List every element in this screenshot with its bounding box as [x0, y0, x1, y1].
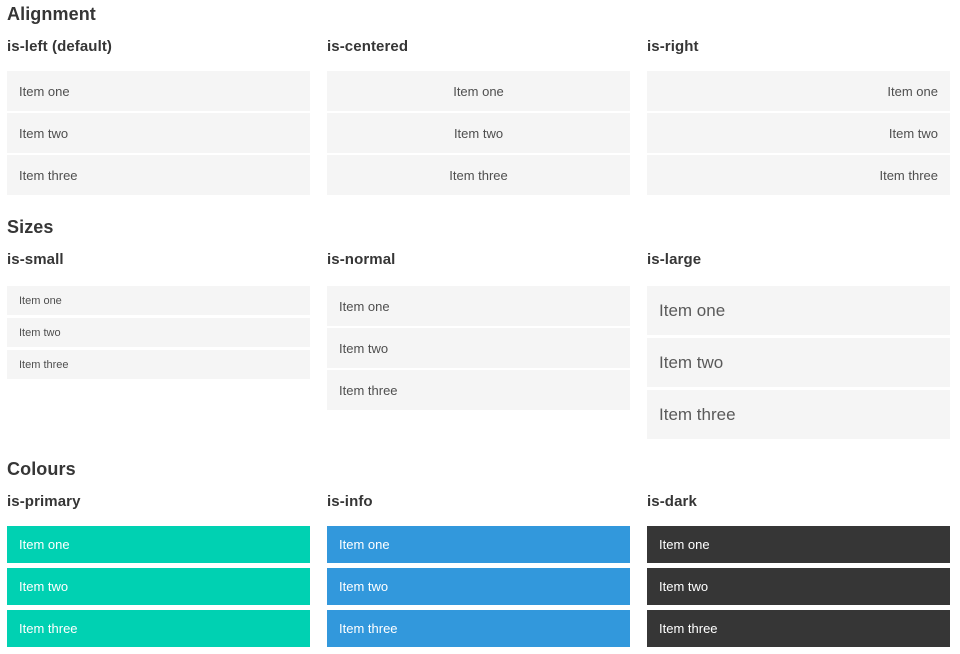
column-heading: is-primary	[7, 493, 81, 510]
list-is-primary: Item one Item two Item three	[7, 526, 310, 647]
list-is-normal: Item one Item two Item three	[327, 286, 630, 410]
list-is-left: Item one Item two Item three	[7, 71, 310, 195]
list-item: Item two	[327, 568, 630, 605]
list-item: Item one	[327, 526, 630, 563]
column-heading: is-centered	[327, 38, 409, 55]
list-is-right: Item one Item two Item three	[647, 71, 950, 195]
list-item: Item three	[327, 610, 630, 647]
list-item: Item three	[327, 370, 630, 410]
list-item: Item three	[647, 610, 950, 647]
colours-columns: is-primary Item one Item two Item three …	[7, 480, 950, 652]
list-item: Item three	[7, 350, 310, 379]
list-item: Item three	[647, 390, 950, 439]
section-sizes: Sizes is-small Item one Item two Item th…	[7, 216, 950, 442]
column-is-dark: is-dark Item one Item two Item three	[647, 480, 950, 652]
list-item: Item one	[647, 526, 950, 563]
section-title: Colours	[7, 459, 76, 479]
list-is-large: Item one Item two Item three	[647, 286, 950, 439]
section-title: Sizes	[7, 217, 54, 237]
list-item: Item one	[327, 71, 630, 111]
list-item: Item two	[647, 113, 950, 153]
column-heading: is-small	[7, 251, 64, 268]
column-is-large: is-large Item one Item two Item three	[647, 238, 950, 442]
list-item: Item two	[327, 328, 630, 368]
list-is-centered: Item one Item two Item three	[327, 71, 630, 195]
column-heading: is-dark	[647, 493, 697, 510]
list-item: Item one	[327, 286, 630, 326]
column-is-info: is-info Item one Item two Item three	[327, 480, 630, 652]
list-is-info: Item one Item two Item three	[327, 526, 630, 647]
list-item: Item one	[647, 71, 950, 111]
list-item: Item three	[7, 610, 310, 647]
section-colours: Colours is-primary Item one Item two Ite…	[7, 458, 950, 652]
column-is-primary: is-primary Item one Item two Item three	[7, 480, 310, 652]
list-item: Item three	[7, 155, 310, 195]
column-heading: is-right	[647, 38, 699, 55]
column-is-right: is-right Item one Item two Item three	[647, 25, 950, 197]
list-is-small: Item one Item two Item three	[7, 286, 310, 379]
column-heading: is-large	[647, 251, 702, 268]
column-is-normal: is-normal Item one Item two Item three	[327, 238, 630, 442]
list-item: Item two	[7, 318, 310, 347]
column-is-centered: is-centered Item one Item two Item three	[327, 25, 630, 197]
list-item: Item two	[647, 568, 950, 605]
list-item: Item one	[647, 286, 950, 335]
column-heading: is-normal	[327, 251, 396, 268]
column-heading: is-info	[327, 493, 373, 510]
list-item: Item one	[7, 286, 310, 315]
column-is-small: is-small Item one Item two Item three	[7, 238, 310, 442]
list-item: Item three	[327, 155, 630, 195]
column-heading: is-left (default)	[7, 38, 113, 55]
list-item: Item three	[647, 155, 950, 195]
list-item: Item two	[7, 568, 310, 605]
list-item: Item two	[7, 113, 310, 153]
alignment-columns: is-left (default) Item one Item two Item…	[7, 25, 950, 197]
section-alignment: Alignment is-left (default) Item one Ite…	[7, 3, 950, 197]
section-title: Alignment	[7, 4, 96, 24]
list-item: Item one	[7, 71, 310, 111]
list-item: Item two	[647, 338, 950, 387]
list-item: Item two	[327, 113, 630, 153]
sizes-columns: is-small Item one Item two Item three is…	[7, 238, 950, 442]
list-item: Item one	[7, 526, 310, 563]
column-is-left: is-left (default) Item one Item two Item…	[7, 25, 310, 197]
list-is-dark: Item one Item two Item three	[647, 526, 950, 647]
